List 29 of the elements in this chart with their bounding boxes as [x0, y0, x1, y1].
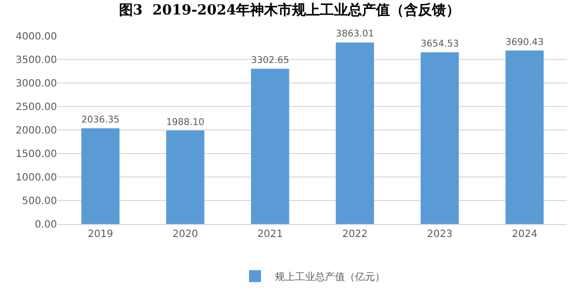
data-label: 2036.35 [81, 114, 120, 126]
bar [420, 52, 459, 224]
y-tick-label: 1000.00 [16, 172, 57, 184]
bar [251, 68, 290, 224]
bar [506, 50, 544, 224]
legend-label: 规上工业总产值（亿元） [275, 271, 385, 283]
y-tick-label: 0.00 [34, 220, 57, 230]
y-tick-label: 2000.00 [16, 126, 57, 136]
x-tick-label: 2020 [172, 229, 198, 240]
data-label: 3863.01 [336, 28, 374, 40]
y-tick-label: 500.00 [22, 196, 57, 207]
x-tick-label: 2024 [512, 229, 538, 240]
bar [166, 130, 204, 224]
x-tick-label: 2023 [427, 229, 452, 240]
y-tick-label: 3500.00 [16, 55, 57, 66]
x-tick-label: 2021 [257, 229, 283, 240]
y-tick-label: 4000.00 [16, 32, 57, 42]
data-label: 3690.43 [506, 36, 544, 48]
x-tick-label: 2022 [342, 229, 368, 240]
data-label: 3654.53 [420, 38, 459, 50]
bar [81, 128, 120, 224]
y-tick-label: 1500.00 [16, 149, 57, 160]
x-tick-label: 2019 [88, 229, 114, 240]
y-tick-label: 2500.00 [16, 102, 57, 113]
data-label: 1988.10 [166, 116, 204, 128]
data-label: 3302.65 [251, 55, 290, 66]
chart-title: 图3 2019-2024年神木市规上工业总产值（含反馈） [118, 1, 460, 18]
y-tick-label: 3000.00 [16, 78, 57, 90]
bar [336, 42, 374, 224]
